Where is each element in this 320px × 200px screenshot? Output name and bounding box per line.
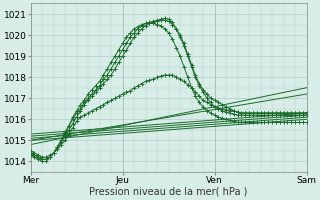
X-axis label: Pression niveau de la mer( hPa ): Pression niveau de la mer( hPa ) <box>89 187 248 197</box>
